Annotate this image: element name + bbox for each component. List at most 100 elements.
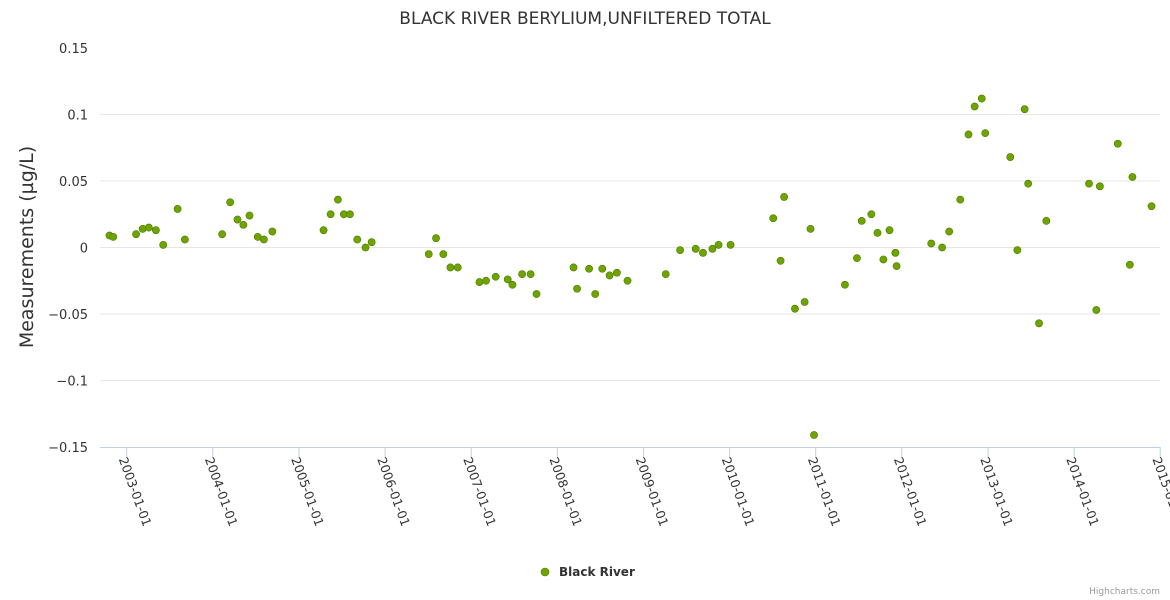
data-point[interactable] — [776, 256, 785, 265]
data-point[interactable] — [1020, 105, 1029, 114]
y-axis-title: Measurements (µg/L) — [16, 146, 38, 348]
data-point[interactable] — [573, 284, 581, 293]
data-point[interactable] — [1113, 139, 1122, 148]
data-point[interactable] — [239, 220, 248, 229]
data-point[interactable] — [1006, 153, 1015, 161]
data-point[interactable] — [482, 276, 490, 285]
data-point[interactable] — [367, 238, 376, 247]
data-point[interactable] — [1013, 246, 1022, 255]
data-point[interactable] — [841, 280, 849, 289]
data-point[interactable] — [259, 235, 268, 244]
data-point[interactable] — [714, 240, 723, 249]
data-point[interactable] — [446, 263, 455, 272]
y-axis: 0.15 0.1 0.05 0 −0.05 −0.1 −0.15 — [48, 42, 88, 456]
data-point[interactable] — [526, 270, 535, 278]
data-point[interactable] — [598, 264, 607, 273]
data-point[interactable] — [319, 226, 328, 235]
data-point[interactable] — [613, 268, 621, 277]
data-point[interactable] — [945, 227, 954, 236]
data-point[interactable] — [853, 254, 861, 263]
data-point[interactable] — [956, 195, 965, 204]
data-point[interactable] — [361, 243, 370, 252]
data-point[interactable] — [326, 210, 335, 219]
data-point[interactable] — [927, 239, 936, 248]
data-point[interactable] — [159, 240, 168, 249]
y-tick-label: −0.05 — [48, 308, 88, 323]
data-point[interactable] — [1085, 179, 1093, 188]
data-point[interactable] — [518, 270, 527, 278]
data-point[interactable] — [867, 210, 876, 219]
data-point[interactable] — [591, 290, 600, 298]
data-point[interactable] — [981, 129, 990, 138]
data-point[interactable] — [780, 193, 789, 201]
data-point[interactable] — [1128, 173, 1137, 181]
series-black-river — [105, 94, 1156, 439]
data-point[interactable] — [353, 235, 362, 244]
data-point[interactable] — [1092, 306, 1101, 314]
data-point[interactable] — [938, 243, 947, 252]
data-point[interactable] — [1147, 202, 1156, 211]
data-point[interactable] — [891, 248, 900, 257]
data-point[interactable] — [691, 244, 700, 253]
data-point[interactable] — [885, 226, 894, 235]
data-point[interactable] — [439, 250, 448, 259]
legend-label[interactable]: Black River — [559, 565, 635, 579]
data-point[interactable] — [1042, 216, 1051, 225]
data-point[interactable] — [173, 205, 182, 213]
data-point[interactable] — [132, 230, 140, 239]
data-point[interactable] — [268, 227, 277, 236]
data-point[interactable] — [1035, 319, 1043, 328]
data-point[interactable] — [346, 210, 354, 219]
legend-marker[interactable] — [540, 567, 550, 577]
data-point[interactable] — [977, 94, 986, 103]
data-point[interactable] — [569, 263, 578, 272]
data-point[interactable] — [810, 431, 818, 439]
data-point[interactable] — [432, 234, 440, 243]
data-point[interactable] — [873, 228, 882, 237]
data-point[interactable] — [424, 250, 433, 259]
data-point[interactable] — [964, 130, 973, 139]
data-point[interactable] — [661, 270, 670, 278]
data-point[interactable] — [453, 263, 462, 272]
data-point[interactable] — [109, 232, 118, 241]
data-point[interactable] — [233, 215, 242, 224]
data-point[interactable] — [623, 276, 632, 285]
data-point[interactable] — [726, 240, 735, 249]
y-tick-label: 0.1 — [67, 109, 88, 124]
data-point[interactable] — [334, 195, 342, 204]
data-point[interactable] — [791, 304, 799, 313]
data-point[interactable] — [1125, 260, 1134, 269]
y-tick-label: 0.15 — [59, 42, 88, 57]
data-point[interactable] — [532, 290, 541, 298]
y-tick-label: 0 — [80, 242, 88, 257]
data-point[interactable] — [491, 272, 500, 281]
data-point[interactable] — [857, 216, 866, 225]
y-tick-label: −0.15 — [48, 441, 88, 456]
data-point[interactable] — [708, 244, 717, 253]
legend[interactable]: Black River — [540, 565, 635, 579]
data-point[interactable] — [508, 280, 517, 289]
data-point[interactable] — [144, 223, 153, 232]
data-point[interactable] — [1095, 182, 1104, 191]
data-point[interactable] — [245, 211, 254, 220]
data-point[interactable] — [218, 230, 227, 239]
data-point[interactable] — [1024, 179, 1033, 188]
chart-title: BLACK RIVER BERYLIUM,UNFILTERED TOTAL — [399, 9, 771, 29]
data-point[interactable] — [699, 248, 707, 257]
data-point[interactable] — [676, 246, 685, 255]
data-point[interactable] — [226, 198, 235, 207]
data-point[interactable] — [806, 224, 815, 233]
data-point[interactable] — [605, 271, 614, 280]
data-point[interactable] — [800, 298, 809, 306]
data-point[interactable] — [892, 262, 901, 271]
data-point[interactable] — [475, 278, 484, 286]
data-point[interactable] — [879, 255, 888, 264]
data-point[interactable] — [180, 235, 189, 244]
data-point[interactable] — [585, 264, 593, 273]
data-point[interactable] — [769, 214, 778, 223]
data-point[interactable] — [151, 226, 160, 235]
data-point[interactable] — [503, 275, 512, 284]
credits-link[interactable]: Highcharts.com — [1089, 587, 1160, 597]
data-point[interactable] — [970, 102, 979, 111]
